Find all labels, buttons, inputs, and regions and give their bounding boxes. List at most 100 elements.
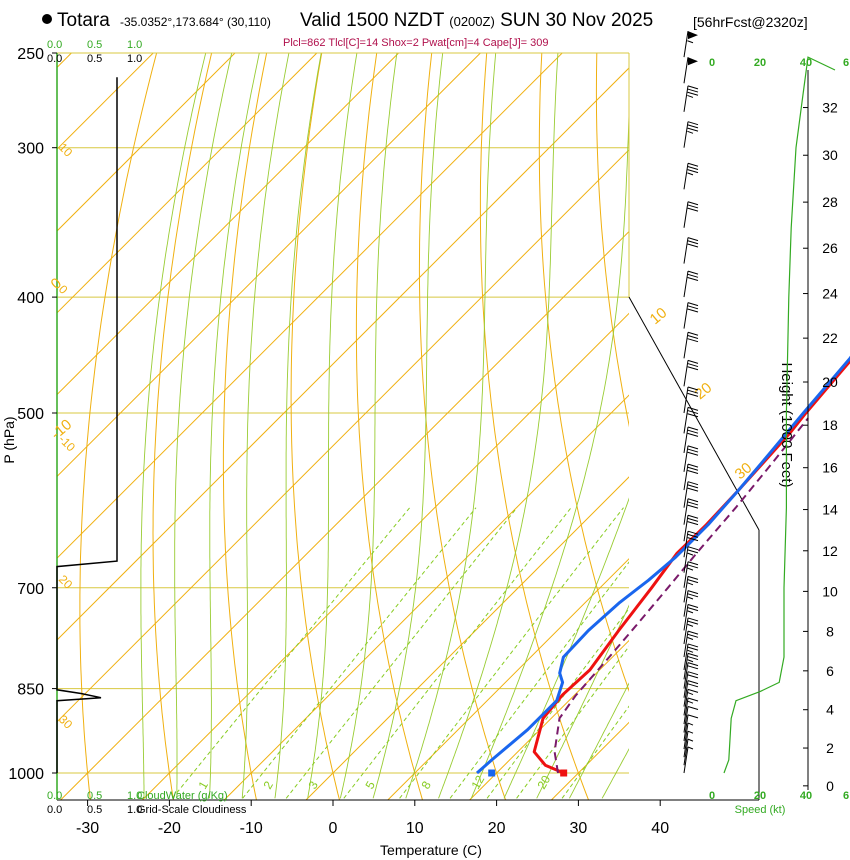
wind-barb-full: [687, 665, 699, 670]
wind-barb: [683, 121, 699, 148]
cloud-scale-label: 0.5: [87, 53, 102, 65]
cloud-scale-label: 0.0: [47, 39, 62, 51]
mixing-ratio-label: 8: [418, 778, 434, 791]
isotherm-line: [57, 149, 629, 723]
wind-barb: [683, 302, 699, 329]
height-tick-label: 8: [826, 623, 834, 639]
wind-barb-staff: [683, 731, 689, 758]
wind-barb-half: [687, 637, 694, 640]
wind-barb-staff: [683, 426, 689, 454]
wind-barb-full: [687, 537, 699, 542]
wind-barb-staff: [683, 643, 689, 671]
isotherm-line: [57, 53, 563, 559]
moist-adiabat: [274, 53, 322, 799]
dry-adiabat: [79, 53, 158, 800]
wind-barb-full: [687, 504, 699, 509]
wind-barb-full: [687, 389, 699, 394]
wind-barb-staff: [683, 464, 689, 491]
wind-barb-full: [687, 207, 699, 212]
wind-bottom-tick-label: 20: [754, 790, 766, 802]
moist-adiabat: [601, 748, 629, 799]
wind-barb-half: [687, 722, 694, 726]
moist-adiabat: [470, 103, 629, 799]
wind-barb: [683, 498, 699, 525]
wind-barb-half: [687, 610, 694, 614]
mixing-ratio-line: [486, 607, 629, 799]
isotherm-line: [387, 558, 629, 800]
height-tick-label: 20: [822, 374, 838, 390]
mixing-ratio-label: 2: [260, 778, 276, 791]
isotherm-line: [57, 53, 481, 478]
wind-barb-full: [687, 392, 699, 397]
wind-barb: [683, 662, 699, 689]
height-tick-label: 24: [822, 286, 838, 302]
dry-adiabat: [290, 53, 341, 800]
moist-adiabat: [569, 682, 629, 799]
wind-barb-full: [687, 308, 699, 313]
wind-barb: [683, 617, 699, 645]
wind-barb: [683, 57, 698, 84]
pressure-tick-label: 400: [17, 290, 44, 307]
dry-adiabat: [152, 53, 213, 800]
wind-barb-full: [687, 302, 699, 307]
wind-barb-staff: [683, 407, 689, 434]
height-tick-label: 4: [826, 702, 834, 718]
wind-barb-full: [687, 680, 699, 685]
x-tick-label: -10: [240, 820, 263, 837]
pressure-tick-label: 850: [17, 682, 44, 699]
wind-barb: [683, 680, 699, 707]
wind-barb-full: [687, 413, 699, 418]
wind-barb-full: [687, 277, 699, 281]
forecast-info: [56hrFcst@2320z]: [693, 14, 808, 30]
temperature-surface-marker: [560, 769, 568, 777]
wind-barb: [683, 590, 699, 617]
wind-barb-full: [687, 201, 699, 206]
wind-barb-staff: [683, 163, 689, 190]
mixing-ratio-line: [449, 561, 629, 799]
dry-adiabat-label: 10: [647, 304, 671, 328]
wind-barb-full: [687, 169, 699, 174]
wind-barb-full: [687, 530, 699, 535]
moist-adiabat: [503, 497, 629, 799]
wind-barb-flag: [688, 57, 698, 66]
wind-barb-staff: [683, 57, 689, 84]
mixing-ratio-line: [242, 507, 477, 799]
wind-barb: [683, 406, 699, 434]
wind-barb-half: [687, 649, 694, 653]
wind-barb: [683, 688, 699, 716]
moist-adiabat: [339, 53, 398, 799]
cloudiness-line: [56, 77, 118, 773]
dry-adiabat: [595, 53, 629, 428]
wind-barb-full: [687, 593, 699, 598]
wind-barb: [683, 31, 698, 58]
wind-barb: [683, 730, 694, 758]
wind-speed-label: Speed (kt): [735, 804, 786, 816]
wind-barb-half: [687, 552, 694, 556]
wind-barb-staff: [683, 714, 689, 741]
wind-barb-full: [687, 549, 699, 554]
wind-barb-staff: [683, 653, 689, 680]
wind-barb-full: [687, 656, 699, 661]
wind-barb-staff: [683, 271, 689, 298]
wind-barb-half: [687, 659, 694, 663]
wind-barb-full: [687, 617, 699, 622]
moist-adiabat: [536, 604, 629, 799]
wind-barb: [683, 671, 699, 698]
mixing-ratio-label: 12: [468, 773, 487, 792]
wind-barb-full: [687, 410, 699, 415]
wind-barb-full: [687, 688, 699, 693]
wind-bottom-tick-label: 40: [800, 790, 812, 802]
wind-barb-full: [687, 88, 699, 93]
wind-barb: [683, 270, 699, 298]
wind-barb: [683, 162, 699, 190]
parcel-line: [553, 417, 809, 774]
height-tick-label: 10: [822, 583, 838, 599]
cloud-scale-label: 1.0: [127, 804, 142, 816]
isotherm-line: [60, 230, 629, 800]
wind-barb: [683, 331, 699, 359]
wind-barb-full: [687, 603, 699, 608]
wind-barb: [683, 481, 699, 508]
cloud-water-label: CloudWater (g/Kg): [137, 790, 228, 802]
wind-barb-staff: [683, 515, 689, 542]
